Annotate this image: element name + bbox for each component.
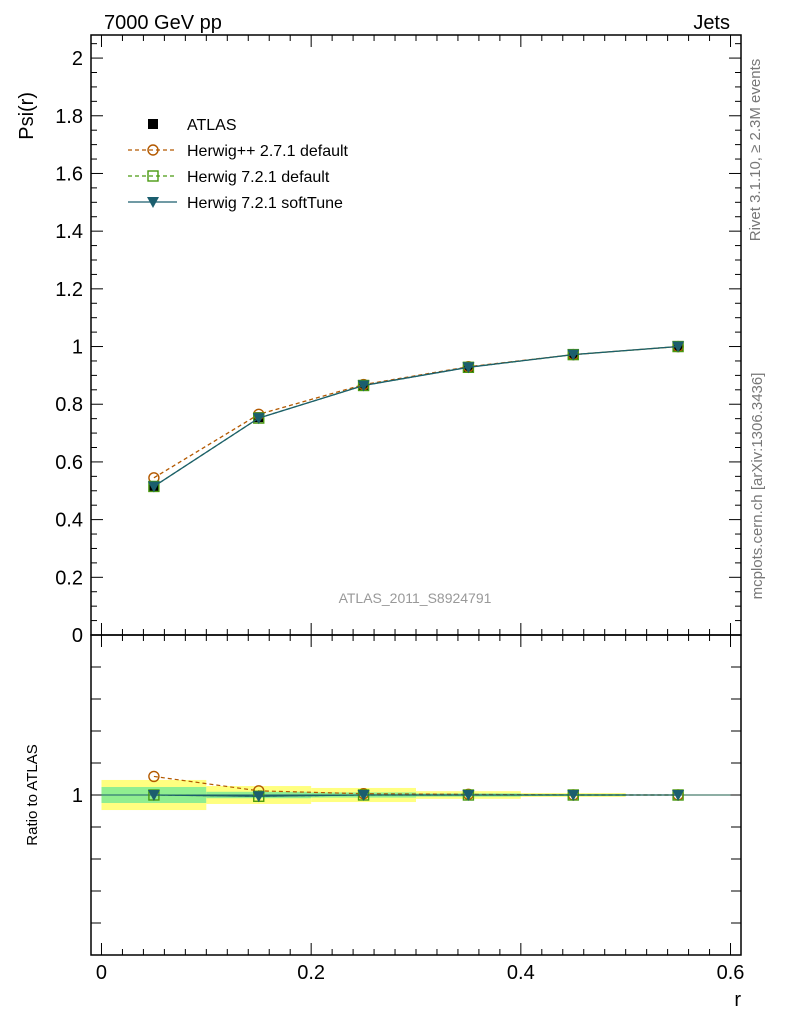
legend-marker <box>147 197 159 208</box>
y-tick-label: 1.8 <box>55 106 83 128</box>
data-point <box>147 481 160 493</box>
y-tick-label: 0.6 <box>55 452 83 474</box>
x-tick-label: 0.4 <box>507 962 535 984</box>
data-point <box>672 341 685 353</box>
header-left: 7000 GeV pp <box>104 12 222 34</box>
y-tick-label: 0.2 <box>55 567 83 589</box>
y-tick-label: 0 <box>72 625 83 647</box>
ratio-data-point <box>462 790 475 801</box>
y-tick-label: 1.6 <box>55 163 83 185</box>
ratio-plot-series <box>101 770 731 803</box>
ratio-data-point <box>147 790 160 801</box>
header-right: Jets <box>693 12 730 34</box>
ratio-series-2 <box>147 790 685 803</box>
x-tick-label: 0.6 <box>717 962 745 984</box>
mcplots-label: mcplots.cern.ch [arXiv:1306.3436] <box>749 373 766 600</box>
y-tick-label: 1.2 <box>55 279 83 301</box>
ratio-data-point <box>148 770 160 783</box>
main-plot-series <box>147 340 685 493</box>
legend-marker <box>148 119 158 129</box>
ratio-data-point <box>567 790 580 801</box>
series-atlas <box>148 341 684 492</box>
series-herwig-7-2-1-softtune <box>147 341 685 493</box>
y-tick-label: 1.4 <box>55 221 83 243</box>
x-tick-label: 0.2 <box>297 962 325 984</box>
rivet-version-label: Rivet 3.1.10, ≥ 2.3M events <box>747 59 764 242</box>
x-tick-label: 0 <box>96 962 107 984</box>
series-line <box>153 345 679 487</box>
legend-marker <box>147 170 159 182</box>
xlabel: r <box>734 989 741 1011</box>
data-point <box>357 380 370 392</box>
series-herwig-7-2-1-default <box>148 340 684 493</box>
legend-marker <box>147 144 159 156</box>
main-ylabel: Psi(r) <box>16 92 38 140</box>
ratio-plot-frame: 0 0.2 0.4 0.6 1 <box>72 634 745 984</box>
legend-label: ATLAS <box>187 117 237 134</box>
y-tick-label: 0.4 <box>55 510 83 532</box>
series-line <box>153 345 679 479</box>
ratio-data-point <box>672 790 685 801</box>
data-point <box>567 349 580 361</box>
legend: ATLAS Herwig++ 2.7.1 default Herwig 7.2.1 … <box>128 117 349 212</box>
y-tick-label: 2 <box>72 48 83 70</box>
series-line <box>153 345 679 487</box>
legend-label: Herwig++ 2.7.1 default <box>187 143 349 160</box>
series-herwig-2-7-1-default <box>148 340 684 484</box>
ratio-ylabel: Ratio to ATLAS <box>24 744 41 845</box>
y-tick-label: 1 <box>72 337 83 359</box>
ratio-y-tick-label: 1 <box>72 785 83 807</box>
data-point <box>252 413 265 425</box>
y-tick-label: 0.8 <box>55 394 83 416</box>
analysis-watermark: ATLAS_2011_S8924791 <box>339 590 492 606</box>
main-plot-frame: 0 0.2 0.4 0.6 0.8 1 1.2 1.4 1.6 1.8 2 <box>55 34 742 647</box>
legend-label: Herwig 7.2.1 softTune <box>187 195 343 212</box>
legend-label: Herwig 7.2.1 default <box>187 169 330 186</box>
ratio-data-point <box>252 791 265 803</box>
data-point <box>462 362 475 374</box>
ratio-series-line <box>153 794 679 797</box>
ratio-data-point <box>357 790 370 801</box>
